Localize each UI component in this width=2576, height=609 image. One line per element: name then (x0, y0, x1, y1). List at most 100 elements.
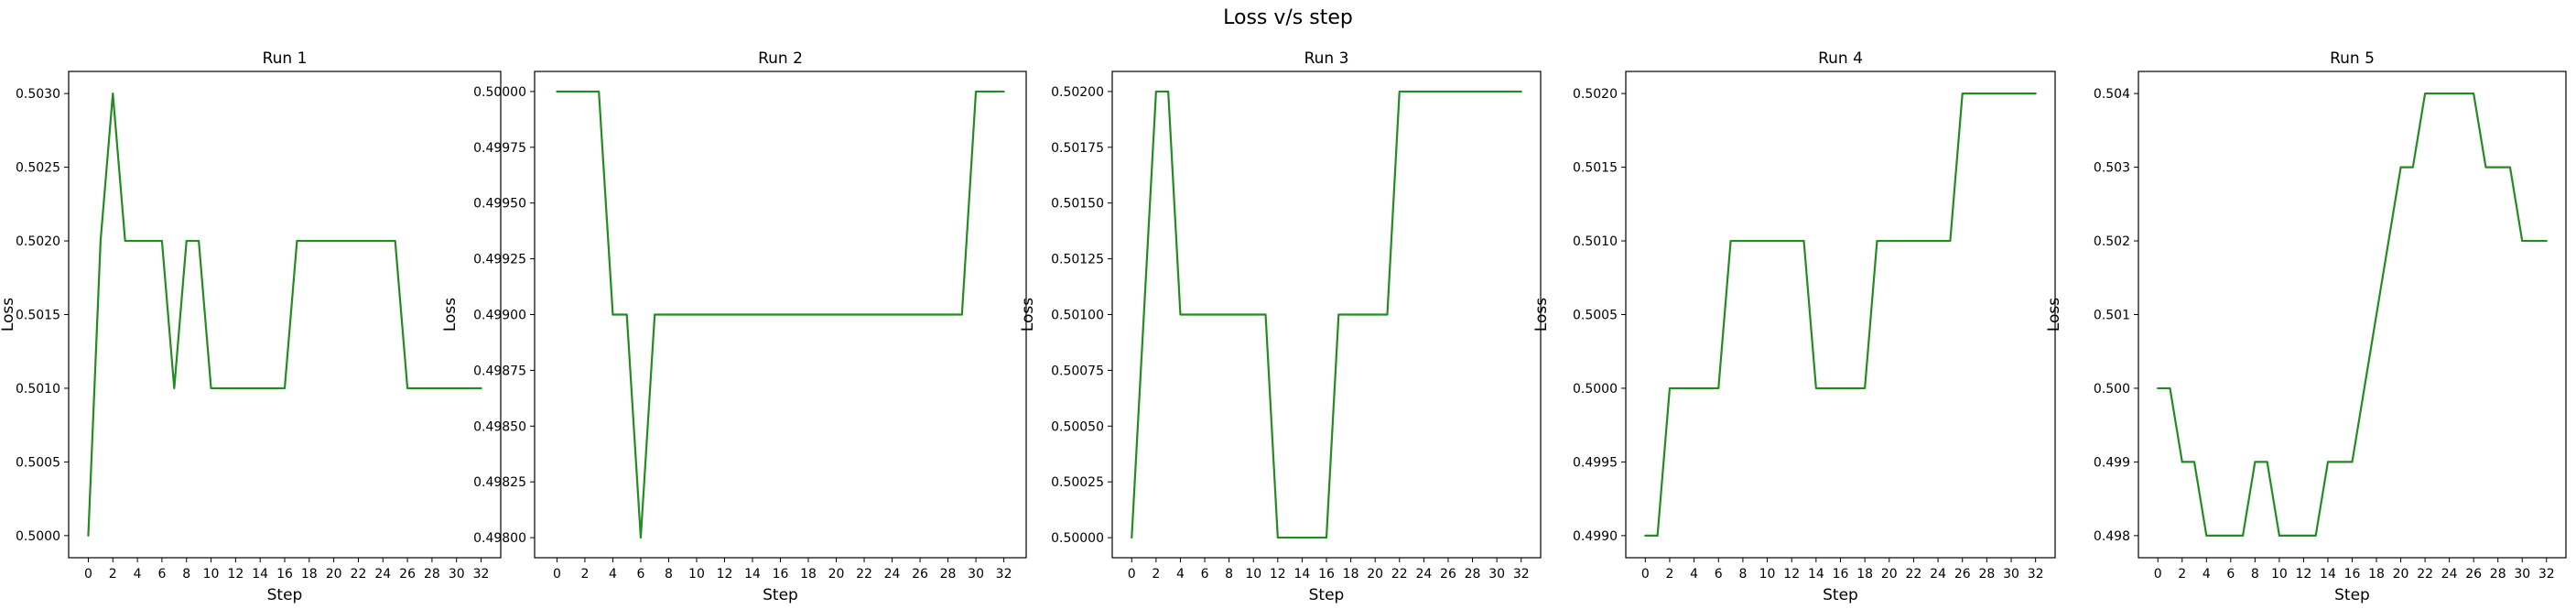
x-tick-label: 6 (157, 567, 166, 582)
x-tick-label: 28 (940, 567, 957, 582)
x-tick-label: 2 (580, 567, 589, 582)
x-tick-label: 18 (2368, 567, 2385, 582)
chart-title: Run 4 (1818, 49, 1863, 68)
x-tick-label: 22 (1906, 567, 1922, 582)
x-tick-label: 14 (2320, 567, 2336, 582)
x-axis-label: Step (763, 586, 798, 604)
x-tick-label: 26 (399, 567, 416, 582)
x-tick-label: 14 (252, 567, 268, 582)
y-tick-label: 0.5010 (1573, 234, 1618, 249)
y-tick-label: 0.49825 (473, 475, 526, 490)
x-tick-label: 0 (553, 567, 561, 582)
y-tick-label: 0.49975 (473, 141, 526, 156)
x-tick-label: 32 (2538, 567, 2555, 582)
x-tick-label: 26 (1954, 567, 1971, 582)
x-tick-label: 28 (2490, 567, 2506, 582)
x-tick-label: 32 (996, 567, 1012, 582)
x-tick-label: 8 (665, 567, 673, 582)
y-tick-label: 0.502 (2094, 234, 2130, 249)
x-tick-label: 24 (1415, 567, 1432, 582)
y-tick-label: 0.50025 (1051, 475, 1104, 490)
x-tick-label: 10 (688, 567, 705, 582)
y-tick-label: 0.49950 (473, 197, 526, 212)
x-tick-label: 12 (717, 567, 733, 582)
chart-title: Run 5 (2330, 49, 2375, 68)
y-tick-label: 0.49925 (473, 253, 526, 267)
series-line (1644, 92, 2037, 537)
x-tick-label: 10 (2271, 567, 2288, 582)
y-tick-label: 0.504 (2094, 87, 2130, 102)
y-axis-label: Loss (1532, 298, 1551, 332)
x-tick-label: 16 (276, 567, 293, 582)
x-tick-label: 10 (1245, 567, 1261, 582)
y-tick-label: 0.499 (2094, 455, 2130, 470)
y-tick-label: 0.5010 (16, 382, 60, 397)
x-tick-label: 4 (609, 567, 617, 582)
x-tick-label: 8 (182, 567, 190, 582)
series-line (556, 90, 1005, 539)
x-tick-label: 20 (1881, 567, 1898, 582)
series-line (2157, 92, 2548, 537)
x-tick-label: 16 (773, 567, 789, 582)
x-tick-label: 0 (2154, 567, 2162, 582)
x-tick-label: 26 (912, 567, 928, 582)
y-tick-label: 0.50000 (1051, 531, 1104, 546)
x-tick-label: 10 (1759, 567, 1776, 582)
chart-panel-run-3: Run 30 2 4 6 8 10 12 14 16 18 20 22 24 26 28 30 320.5000… (1019, 49, 1542, 604)
x-tick-label: 30 (968, 567, 984, 582)
x-tick-label: 16 (1833, 567, 1849, 582)
y-tick-label: 0.49850 (473, 419, 526, 434)
y-tick-label: 0.5020 (16, 234, 60, 249)
x-tick-label: 18 (1343, 567, 1359, 582)
x-tick-label: 6 (1715, 567, 1723, 582)
chart-panel-run-5: Run 50 2 4 6 8 10 12 14 16 18 20 22 24 26 28 30 320.4980… (2045, 49, 2567, 604)
x-tick-label: 4 (134, 567, 142, 582)
x-tick-label: 14 (1808, 567, 1824, 582)
x-tick-label: 28 (424, 567, 440, 582)
y-tick-label: 0.50150 (1051, 197, 1104, 212)
x-tick-label: 0 (1128, 567, 1136, 582)
y-tick-label: 0.50100 (1051, 309, 1104, 323)
y-tick-label: 0.49875 (473, 364, 526, 378)
x-tick-label: 24 (884, 567, 901, 582)
x-tick-label: 6 (2226, 567, 2235, 582)
x-tick-label: 2 (1666, 567, 1674, 582)
x-tick-label: 24 (1930, 567, 1946, 582)
x-tick-label: 24 (374, 567, 391, 582)
x-tick-label: 2 (2178, 567, 2186, 582)
x-axis-label: Step (1823, 586, 1858, 604)
y-tick-label: 0.50050 (1051, 419, 1104, 434)
x-tick-label: 22 (351, 567, 367, 582)
y-tick-label: 0.4990 (1573, 529, 1618, 544)
x-tick-label: 12 (227, 567, 244, 582)
chart-panel-run-1: Run 10 2 4 6 8 10 12 14 16 18 20 22 24 26 28 30 320.5000… (0, 49, 502, 604)
y-tick-label: 0.50200 (1051, 85, 1104, 100)
y-tick-label: 0.5005 (1573, 309, 1618, 323)
y-axis-label: Loss (1019, 298, 1037, 332)
y-tick-label: 0.50125 (1051, 253, 1104, 267)
y-tick-label: 0.500 (2094, 382, 2130, 397)
chart-title: Run 2 (758, 49, 803, 68)
x-tick-label: 20 (2393, 567, 2409, 582)
y-tick-label: 0.50075 (1051, 364, 1104, 378)
x-tick-label: 2 (1152, 567, 1160, 582)
series-line (1131, 90, 1522, 539)
x-tick-label: 4 (1690, 567, 1698, 582)
chart-panel-run-2: Run 20 2 4 6 8 10 12 14 16 18 20 22 24 26 28 30 320.4980… (441, 49, 1027, 604)
x-tick-label: 16 (1318, 567, 1335, 582)
x-axis-label: Step (1309, 586, 1345, 604)
y-tick-label: 0.5000 (16, 529, 60, 544)
y-tick-label: 0.5005 (16, 455, 60, 470)
chart-title: Run 1 (263, 49, 308, 68)
x-tick-label: 22 (856, 567, 872, 582)
x-tick-label: 28 (1978, 567, 1995, 582)
chart-title: Run 3 (1304, 49, 1349, 68)
y-tick-label: 0.49900 (473, 309, 526, 323)
y-tick-label: 0.50000 (473, 85, 526, 100)
x-tick-label: 12 (1270, 567, 1286, 582)
x-axis-label: Step (2334, 586, 2370, 604)
x-tick-label: 10 (203, 567, 220, 582)
x-tick-label: 8 (2251, 567, 2259, 582)
x-tick-label: 16 (2344, 567, 2361, 582)
